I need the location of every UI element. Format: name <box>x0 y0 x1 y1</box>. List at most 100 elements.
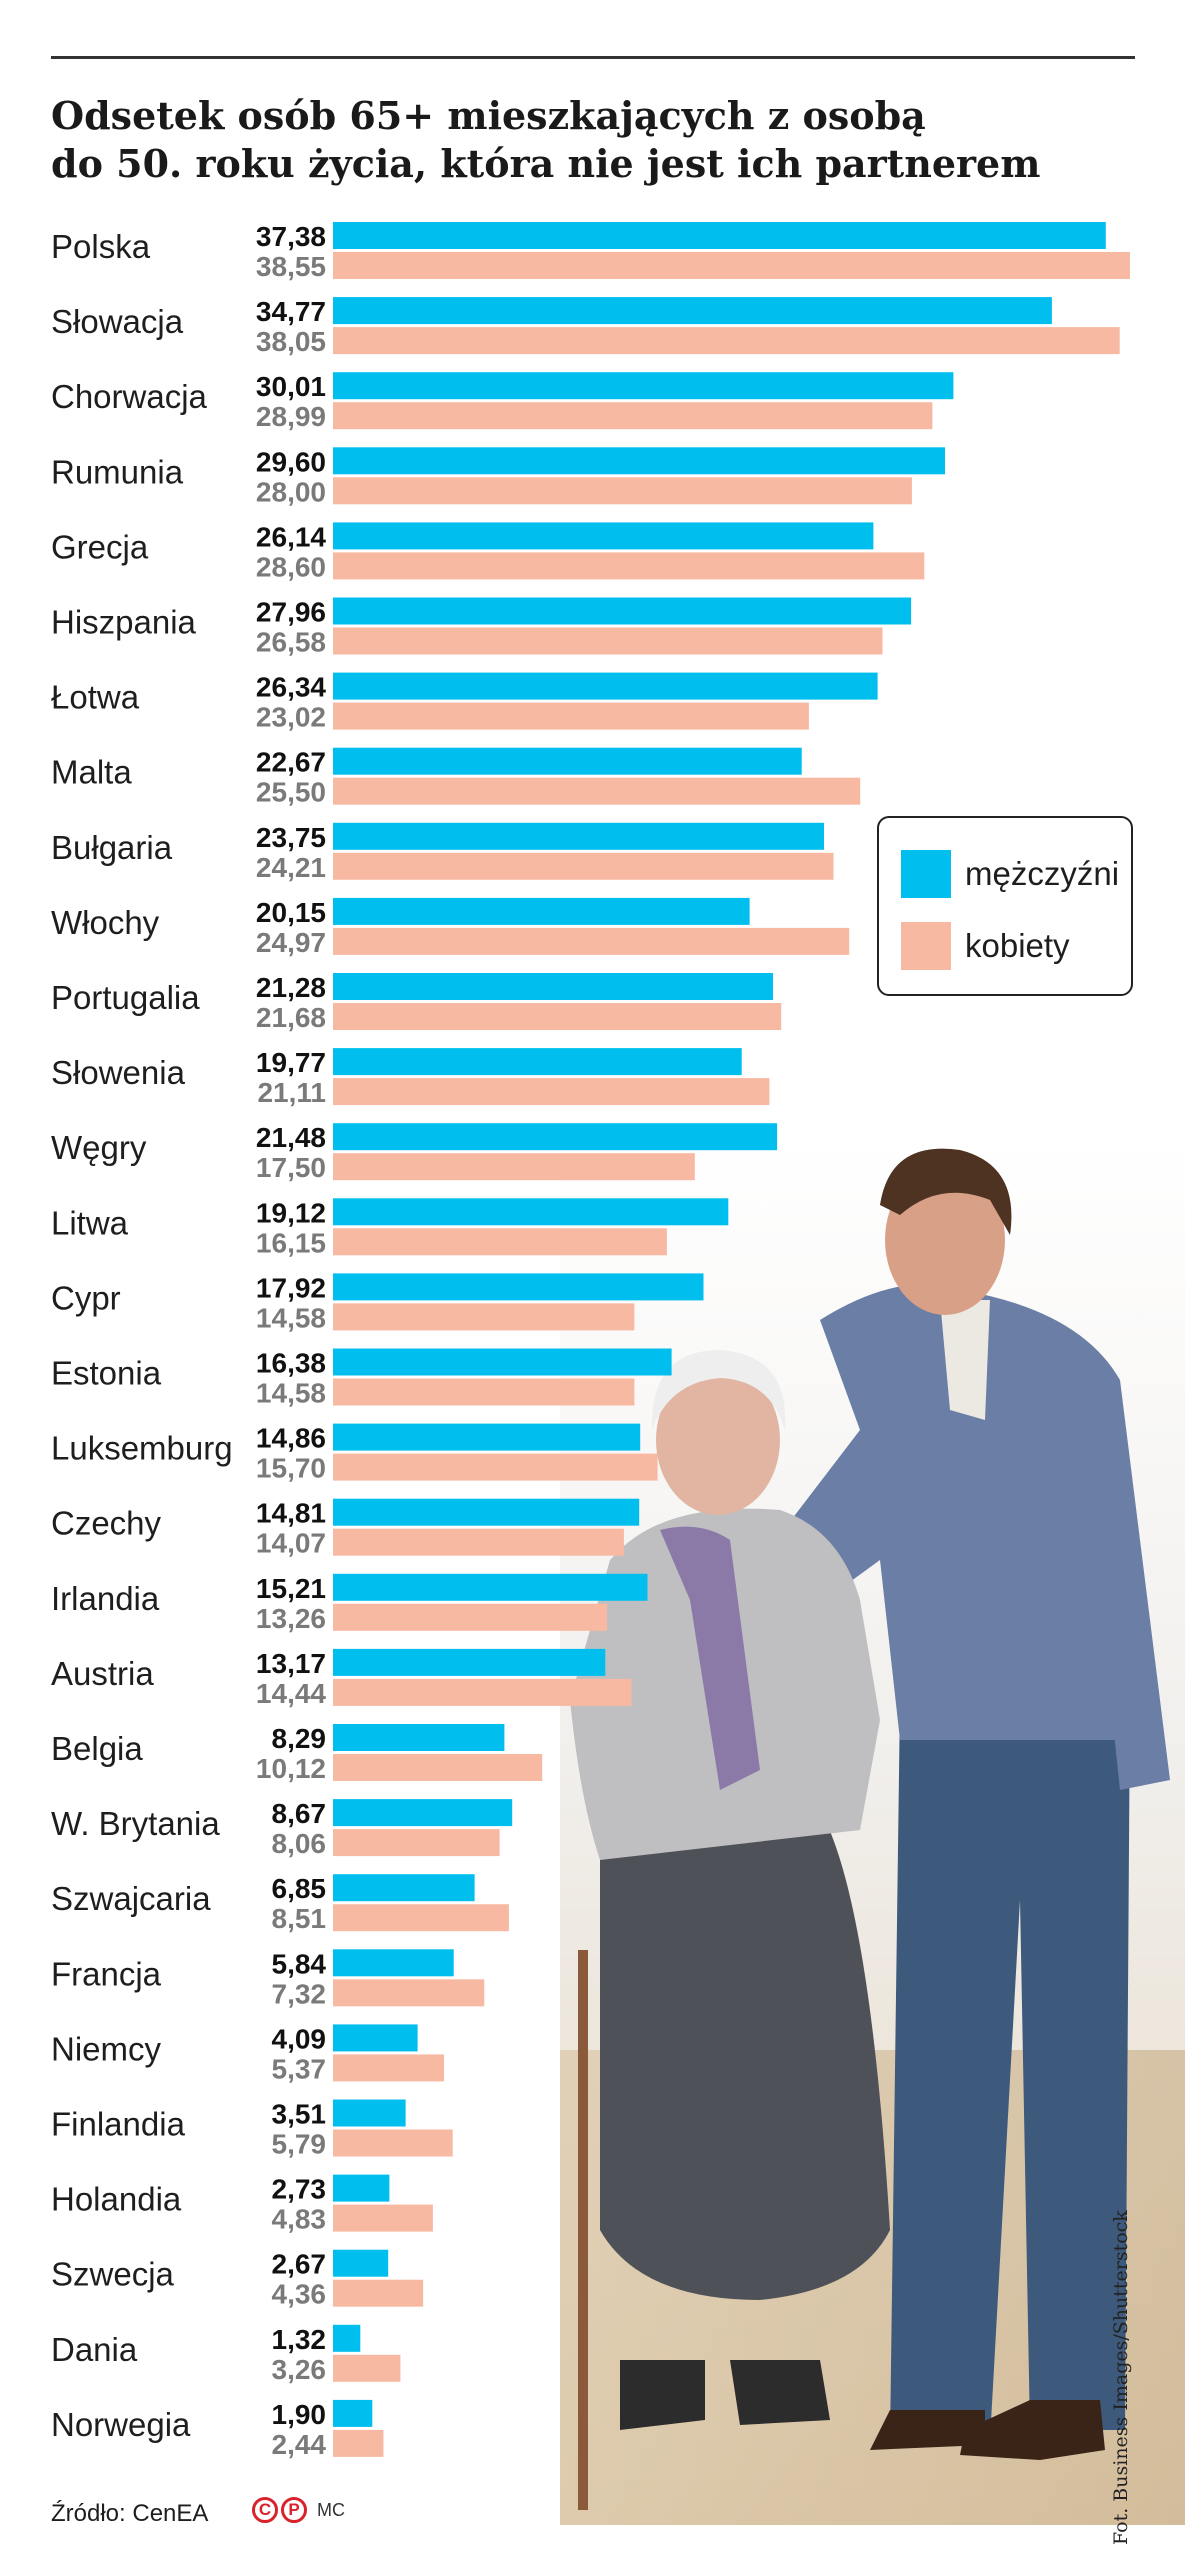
value-label-women-row-24: 5,37 <box>272 2053 327 2084</box>
value-label-women-row-8: 24,21 <box>256 852 326 883</box>
value-label-men-row-1: 34,77 <box>256 296 326 327</box>
bar-men-row-28 <box>333 2324 361 2352</box>
bar-men-row-4 <box>333 522 874 550</box>
bar-men-row-10 <box>333 973 773 1000</box>
value-label-men-row-23: 5,84 <box>272 1948 327 1979</box>
value-label-men-row-7: 22,67 <box>256 747 326 778</box>
value-label-women-row-12: 17,50 <box>256 1152 326 1183</box>
country-label-row-20: Belgia <box>51 1730 143 1767</box>
bar-men-row-16 <box>333 1423 641 1451</box>
value-label-men-row-9: 20,15 <box>256 897 326 928</box>
value-label-women-row-29: 2,44 <box>272 2429 327 2460</box>
value-label-men-row-24: 4,09 <box>272 2023 327 2054</box>
bar-men-row-17 <box>333 1498 640 1526</box>
value-label-men-row-5: 27,96 <box>256 597 326 628</box>
value-label-women-row-10: 21,68 <box>256 1002 326 1033</box>
author-initials: MC <box>317 2499 345 2520</box>
bar-women-row-27 <box>333 2279 424 2307</box>
country-label-row-3: Rumunia <box>51 453 184 490</box>
bar-women-row-10 <box>333 1003 782 1030</box>
value-label-women-row-28: 3,26 <box>272 2354 327 2385</box>
value-label-women-row-4: 28,60 <box>256 551 326 582</box>
bar-men-row-13 <box>333 1198 729 1226</box>
bar-women-row-9 <box>333 927 850 955</box>
bar-men-row-20 <box>333 1724 505 1751</box>
top-rule <box>51 56 1135 59</box>
bar-women-row-13 <box>333 1228 667 1256</box>
bar-women-row-20 <box>333 1754 543 1781</box>
bar-men-row-2 <box>333 372 954 400</box>
country-label-row-7: Malta <box>51 754 132 791</box>
country-label-row-28: Dania <box>51 2331 138 2368</box>
value-label-women-row-14: 14,58 <box>256 1302 326 1333</box>
country-label-row-29: Norwegia <box>51 2406 191 2443</box>
bar-men-row-21 <box>333 1799 513 1827</box>
source-note: Źródło: CenEA <box>51 2500 209 2527</box>
value-label-men-row-25: 3,51 <box>272 2099 327 2130</box>
country-label-row-9: Włochy <box>51 904 160 941</box>
bar-women-row-25 <box>333 2129 453 2157</box>
bar-men-row-3 <box>333 447 945 475</box>
value-label-women-row-20: 10,12 <box>256 1753 326 1784</box>
chart-title-line-2: do 50. roku życia, która nie jest ich pa… <box>51 141 1041 186</box>
legend-label-women: kobiety <box>965 927 1070 964</box>
bar-women-row-29 <box>333 2429 384 2457</box>
country-label-row-22: Szwajcaria <box>51 1880 211 1917</box>
bar-women-row-19 <box>333 1678 632 1706</box>
value-label-men-row-28: 1,32 <box>272 2324 327 2355</box>
bar-women-row-26 <box>333 2204 433 2232</box>
bar-women-row-12 <box>333 1153 695 1181</box>
bar-women-row-24 <box>333 2054 444 2082</box>
bar-women-row-21 <box>333 1829 500 1857</box>
value-label-men-row-20: 8,29 <box>272 1723 327 1754</box>
bar-men-row-6 <box>333 672 878 700</box>
value-label-men-row-29: 1,90 <box>272 2399 327 2430</box>
bar-men-row-29 <box>333 2399 373 2427</box>
value-label-women-row-23: 7,32 <box>272 1978 327 2009</box>
legend-swatch-men <box>901 850 951 898</box>
bar-women-row-5 <box>333 627 883 655</box>
bar-men-row-23 <box>333 1949 454 1977</box>
bar-men-row-22 <box>333 1874 475 1902</box>
chart-title: Odsetek osób 65+ mieszkających z osobą d… <box>51 92 1051 188</box>
value-label-women-row-25: 5,79 <box>272 2129 327 2160</box>
value-label-women-row-17: 14,07 <box>256 1528 326 1559</box>
value-label-women-row-2: 28,99 <box>256 401 326 432</box>
country-label-row-1: Słowacja <box>51 303 184 340</box>
legend-label-men: mężczyźni <box>965 855 1120 892</box>
value-label-women-row-3: 28,00 <box>256 476 326 507</box>
value-label-men-row-18: 15,21 <box>256 1573 326 1604</box>
country-label-row-15: Estonia <box>51 1355 162 1392</box>
bar-men-row-8 <box>333 822 824 850</box>
value-label-men-row-22: 6,85 <box>272 1873 327 1904</box>
country-label-row-24: Niemcy <box>51 2030 162 2067</box>
bar-men-row-0 <box>333 222 1106 249</box>
bar-men-row-12 <box>333 1123 778 1151</box>
value-label-women-row-16: 15,70 <box>256 1453 326 1484</box>
bar-men-row-24 <box>333 2024 418 2052</box>
bar-women-row-2 <box>333 402 933 430</box>
value-label-men-row-16: 14,86 <box>256 1423 326 1454</box>
publisher-logo: C P MC <box>252 2497 345 2523</box>
bar-women-row-6 <box>333 702 809 730</box>
value-label-men-row-4: 26,14 <box>256 521 326 552</box>
value-label-women-row-26: 4,83 <box>272 2204 327 2235</box>
chart-title-line-1: Odsetek osób 65+ mieszkających z osobą <box>51 93 926 138</box>
bar-women-row-18 <box>333 1603 608 1631</box>
bar-women-row-1 <box>333 327 1120 355</box>
value-label-women-row-1: 38,05 <box>256 326 326 357</box>
legend-item-men: mężczyźni <box>901 850 1119 898</box>
bar-men-row-18 <box>333 1573 648 1601</box>
bar-men-row-26 <box>333 2174 390 2202</box>
bar-men-row-15 <box>333 1348 672 1376</box>
country-label-row-21: W. Brytania <box>51 1805 220 1842</box>
value-label-women-row-9: 24,97 <box>256 927 326 958</box>
legend: mężczyźni kobiety <box>877 816 1133 996</box>
bars-layer <box>333 222 1130 2457</box>
bar-women-row-7 <box>333 777 861 805</box>
bar-women-row-11 <box>333 1078 770 1106</box>
country-label-row-16: Luksemburg <box>51 1430 233 1467</box>
country-label-row-18: Irlandia <box>51 1580 160 1617</box>
